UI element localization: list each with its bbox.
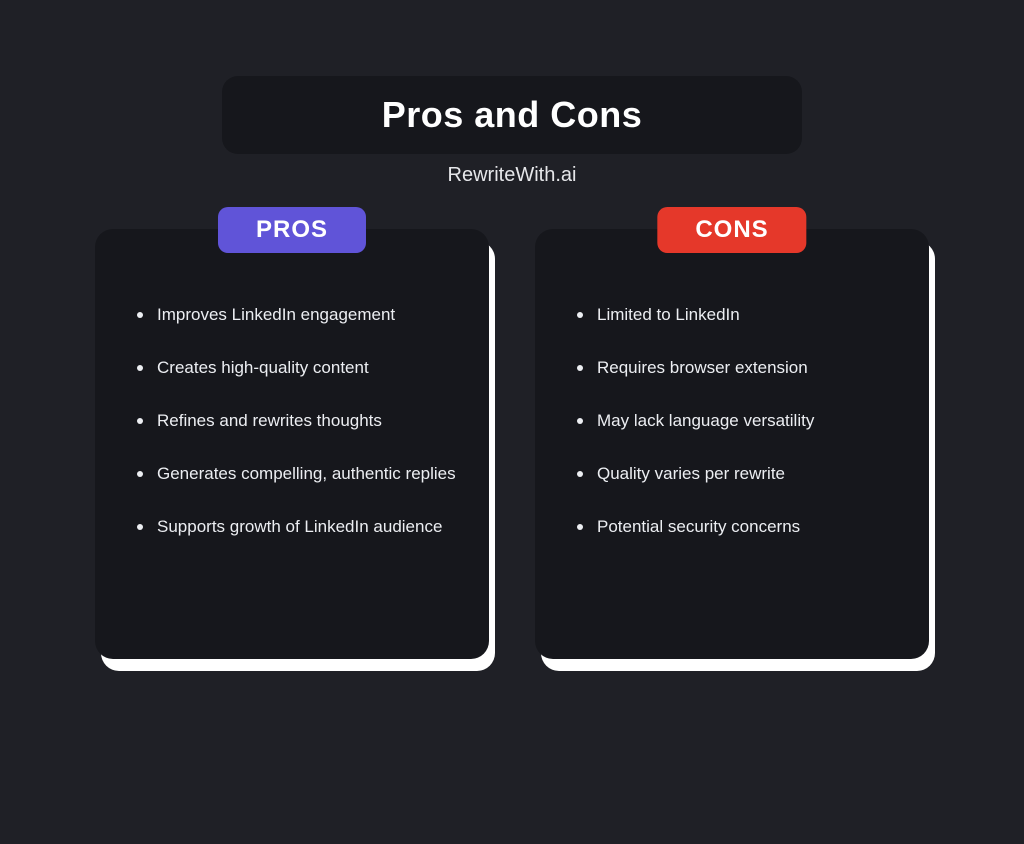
list-item: Creates high-quality content [135,342,459,395]
page-subtitle: RewriteWith.ai [0,164,1024,187]
list-item: Improves LinkedIn engagement [135,289,459,342]
page-title: Pros and Cons [262,94,762,136]
list-item: Refines and rewrites thoughts [135,395,459,448]
pros-list: Improves LinkedIn engagement Creates hig… [135,289,459,554]
pros-column: PROS Improves LinkedIn engagement Create… [95,229,489,659]
cons-card: Limited to LinkedIn Requires browser ext… [535,229,929,659]
columns-container: PROS Improves LinkedIn engagement Create… [0,229,1024,659]
cons-list: Limited to LinkedIn Requires browser ext… [575,289,899,554]
header-box: Pros and Cons [222,76,802,154]
list-item: Quality varies per rewrite [575,448,899,501]
pros-badge: PROS [218,207,366,253]
list-item: Potential security concerns [575,501,899,554]
list-item: Supports growth of LinkedIn audience [135,501,459,554]
pros-card: Improves LinkedIn engagement Creates hig… [95,229,489,659]
list-item: Generates compelling, authentic replies [135,448,459,501]
list-item: Requires browser extension [575,342,899,395]
cons-column: CONS Limited to LinkedIn Requires browse… [535,229,929,659]
cons-badge: CONS [657,207,806,253]
list-item: Limited to LinkedIn [575,289,899,342]
list-item: May lack language versatility [575,395,899,448]
